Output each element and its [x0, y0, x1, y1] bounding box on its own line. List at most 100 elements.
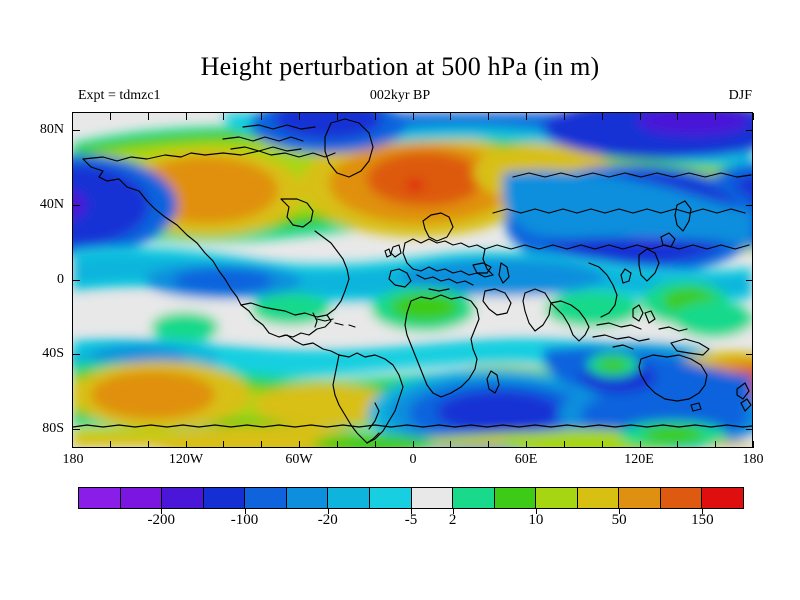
- x-axis-label: 120E: [624, 452, 654, 467]
- x-tick: [640, 441, 641, 448]
- colorbar-tick: [452, 509, 454, 514]
- colorbar-segment: [660, 488, 703, 508]
- y-tick: [73, 354, 80, 355]
- colorbar-tick: [327, 509, 329, 514]
- colorbar-segment: [286, 488, 329, 508]
- colorbar-tick-label: 50: [611, 512, 627, 528]
- subtitle: 002kyr BP: [369, 88, 431, 103]
- x-axis-label: 60E: [514, 452, 538, 467]
- x-tick-top: [753, 113, 754, 120]
- x-tick-top: [261, 113, 262, 120]
- x-axis-label: 0: [409, 452, 417, 467]
- colorbar-segment: [162, 488, 204, 508]
- coastline-overlay: [73, 118, 752, 444]
- x-tick: [602, 441, 603, 448]
- x-tick-top: [450, 113, 451, 120]
- colorbar-segment: [79, 488, 121, 508]
- x-tick-top: [413, 113, 414, 120]
- colorbar-segment: [411, 488, 454, 508]
- page-title: Height perturbation at 500 hPa (in m): [200, 52, 600, 81]
- colorbar-tick-label: 150: [691, 512, 714, 528]
- x-tick-top: [72, 113, 73, 120]
- y-tick-right: [746, 429, 753, 430]
- x-tick-top: [299, 113, 300, 120]
- x-tick: [488, 441, 489, 448]
- colorbar-tick: [619, 509, 621, 514]
- x-tick-top: [186, 113, 187, 120]
- colorbar-segment: [245, 488, 287, 508]
- x-tick: [186, 441, 187, 448]
- x-tick-top: [488, 113, 489, 120]
- y-tick-right: [746, 205, 753, 206]
- colorbar-tick: [535, 509, 537, 514]
- colorbar: [78, 487, 744, 509]
- y-axis-label: 0: [57, 272, 64, 287]
- colorbar-tick-label: -20: [317, 512, 338, 528]
- x-tick: [375, 441, 376, 448]
- x-axis-label: 180: [742, 452, 764, 467]
- x-axis-label: 120W: [168, 452, 204, 467]
- x-tick: [677, 441, 678, 448]
- x-tick-top: [640, 113, 641, 120]
- x-axis-label: 60W: [285, 452, 313, 467]
- x-tick: [72, 441, 73, 448]
- x-tick: [715, 441, 716, 448]
- colorbar-segment: [702, 488, 743, 508]
- x-tick-top: [337, 113, 338, 120]
- season-label: DJF: [728, 88, 752, 103]
- colorbar-segment: [536, 488, 578, 508]
- colorbar-tick: [702, 509, 704, 514]
- colorbar-segment: [453, 488, 495, 508]
- x-tick: [110, 441, 111, 448]
- x-tick-top: [715, 113, 716, 120]
- y-axis-label: 40S: [42, 346, 64, 361]
- x-tick-top: [564, 113, 565, 120]
- y-tick: [73, 130, 80, 131]
- x-tick-top: [375, 113, 376, 120]
- y-tick: [73, 280, 80, 281]
- colorbar-segment: [328, 488, 370, 508]
- colorbar-tick-label: -100: [230, 512, 259, 528]
- colorbar-tick: [244, 509, 246, 514]
- colorbar-tick-label: 2: [448, 512, 457, 528]
- x-axis-label: 180: [62, 452, 84, 467]
- colorbar-tick-label: -5: [404, 512, 418, 528]
- y-axis-label: 80S: [42, 421, 64, 436]
- colorbar-tick: [161, 509, 163, 514]
- x-tick-top: [677, 113, 678, 120]
- x-tick-top: [148, 113, 149, 120]
- colorbar-segment: [369, 488, 412, 508]
- x-tick-top: [110, 113, 111, 120]
- colorbar-segment: [120, 488, 163, 508]
- x-tick: [223, 441, 224, 448]
- y-tick: [73, 429, 80, 430]
- y-tick-right: [746, 280, 753, 281]
- colorbar-tick: [411, 509, 412, 514]
- x-tick-top: [602, 113, 603, 120]
- x-tick: [337, 441, 338, 448]
- colorbar-segment: [619, 488, 661, 508]
- x-tick: [564, 441, 565, 448]
- colorbar-tick-label: 10: [528, 512, 544, 528]
- contour-fill-group: [73, 113, 752, 447]
- y-tick-right: [746, 130, 753, 131]
- x-tick: [450, 441, 451, 448]
- x-tick: [299, 441, 300, 448]
- colorbar-tick-label: -200: [147, 512, 176, 528]
- x-tick: [261, 441, 262, 448]
- experiment-label: Expt = tdmzc1: [78, 88, 161, 103]
- colorbar-segment: [577, 488, 620, 508]
- x-tick-top: [223, 113, 224, 120]
- map-field-svg: [73, 113, 752, 447]
- map-plot-area: [72, 112, 753, 448]
- y-axis-label: 80N: [39, 122, 64, 137]
- y-tick-right: [746, 354, 753, 355]
- x-tick: [526, 441, 527, 448]
- y-tick: [73, 205, 80, 206]
- x-tick: [148, 441, 149, 448]
- x-tick: [413, 441, 414, 448]
- colorbar-segment: [494, 488, 537, 508]
- x-tick: [753, 441, 754, 448]
- y-axis-label: 40N: [39, 197, 64, 212]
